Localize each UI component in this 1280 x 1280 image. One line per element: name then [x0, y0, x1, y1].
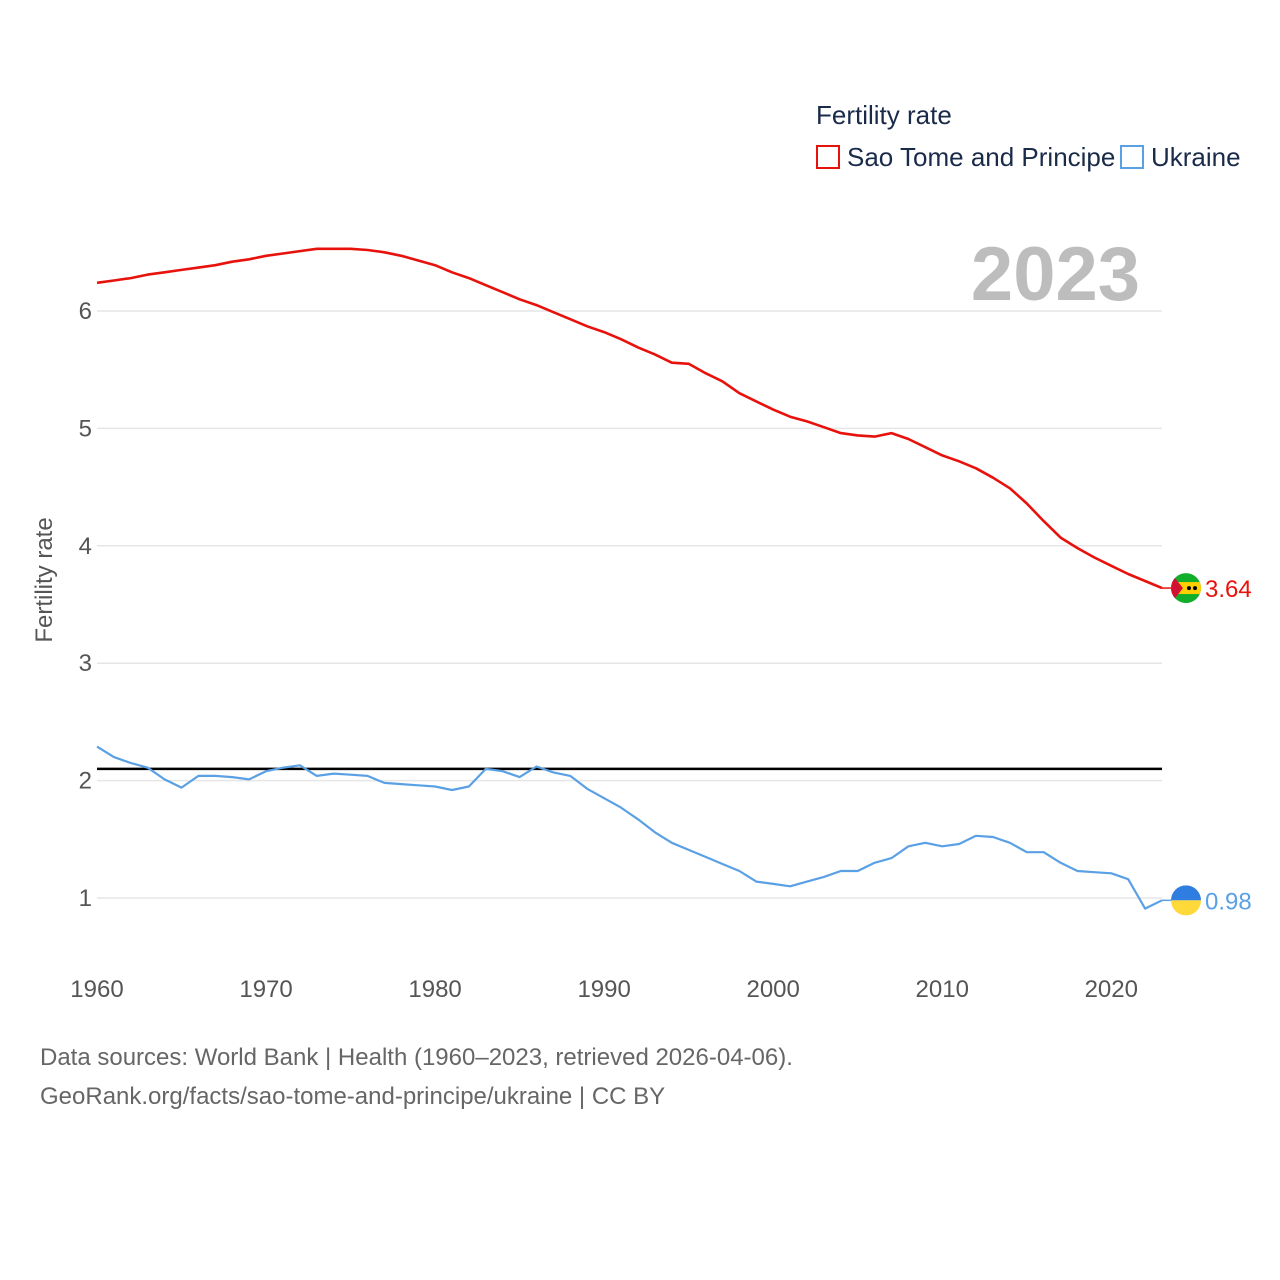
- gridlines: [97, 310, 1162, 899]
- y-tick-label: 4: [79, 533, 92, 560]
- legend-swatch-ukraine[interactable]: [1120, 145, 1144, 169]
- fertility-rate-chart: 1 2 3 4 5 6 1960 1970 1980 1990 2000 2010 2020 3.64…: [31, 100, 1252, 1003]
- legend-swatch-sao-tome[interactable]: [816, 145, 840, 169]
- x-tick-label: 1960: [70, 976, 123, 1003]
- ukraine-flag-icon: [1171, 885, 1201, 916]
- x-tick-label: 2000: [746, 976, 799, 1003]
- series-line-ukraine[interactable]: [96, 745, 1163, 910]
- y-axis-label: Fertility rate: [31, 517, 58, 642]
- series-lines: [96, 247, 1163, 910]
- x-axis-ticks: 1960 1970 1980 1990 2000 2010 2020: [70, 976, 1138, 1003]
- legend-title: Fertility rate: [816, 100, 952, 130]
- y-tick-label: 1: [79, 885, 92, 912]
- x-tick-label: 1990: [577, 976, 630, 1003]
- data-sources-note: Data sources: World Bank | Health (1960–…: [40, 1044, 793, 1071]
- series-line-sao-tome-and-principe[interactable]: [96, 247, 1163, 590]
- x-tick-label: 1970: [239, 976, 292, 1003]
- y-tick-label: 5: [79, 415, 92, 442]
- y-tick-label: 6: [79, 298, 92, 325]
- year-label: 2023: [971, 232, 1140, 317]
- x-tick-label: 1980: [408, 976, 461, 1003]
- legend: Fertility rate Sao Tome and Principe Ukr…: [816, 100, 1241, 172]
- legend-label-ukraine[interactable]: Ukraine: [1151, 142, 1241, 172]
- x-tick-label: 2010: [916, 976, 969, 1003]
- attribution-link[interactable]: GeoRank.org/facts/sao-tome-and-principe/…: [40, 1083, 666, 1110]
- end-value-label-sao-tome-and-principe: 3.64: [1205, 576, 1252, 603]
- x-tick-label: 2020: [1085, 976, 1138, 1003]
- end-value-label-ukraine: 0.98: [1205, 888, 1252, 915]
- sao-tome-flag-icon: [1171, 573, 1201, 604]
- series-end-markers: 3.64 0.98: [1162, 573, 1252, 916]
- y-tick-label: 3: [79, 650, 92, 677]
- y-tick-label: 2: [79, 768, 92, 795]
- y-axis-ticks: 1 2 3 4 5 6: [79, 298, 92, 912]
- legend-label-sao-tome[interactable]: Sao Tome and Principe: [847, 142, 1115, 172]
